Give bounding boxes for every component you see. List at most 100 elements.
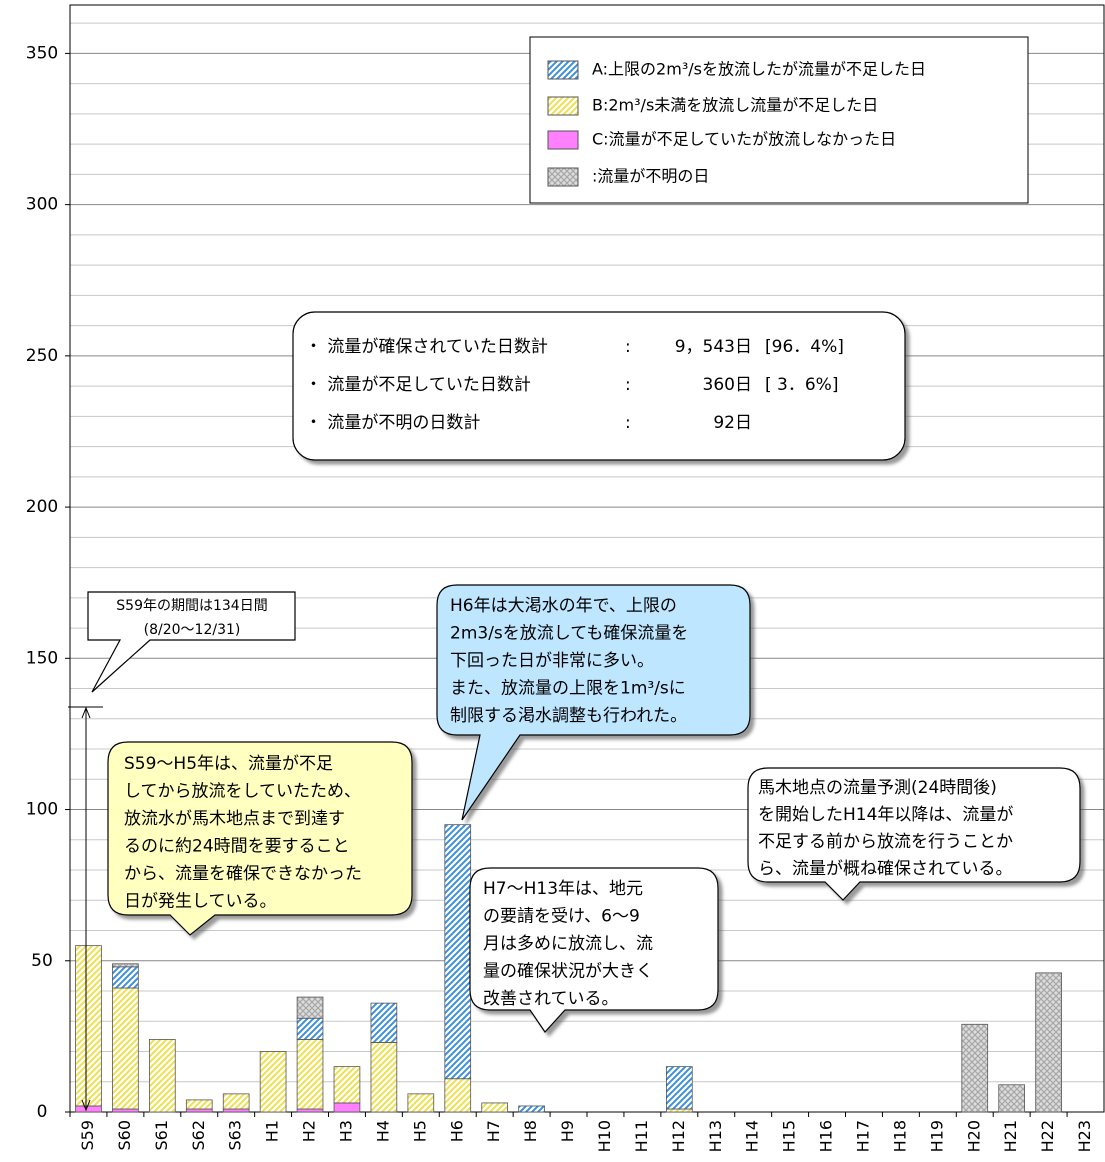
bar-segment: [481, 1102, 509, 1113]
x-tick-label: H6: [447, 1120, 466, 1142]
bar-segment: [333, 1102, 361, 1113]
x-tick-label: H7: [484, 1120, 503, 1142]
bar-segment: [518, 1105, 545, 1113]
bar-segment: [296, 1108, 324, 1113]
bar-segment: [370, 1042, 398, 1113]
annotation-text: を開始したH14年以降は、流量が: [758, 805, 1013, 825]
x-tick-label: S60: [115, 1120, 134, 1151]
bar-segment: [444, 1078, 472, 1113]
bar-segment: [665, 1108, 693, 1113]
x-tick-label: H10: [595, 1120, 614, 1152]
summary-text: ・ 流量が不明の日数計: [305, 413, 480, 433]
y-tick-label: 350: [26, 43, 58, 63]
x-tick-label: H14: [743, 1120, 762, 1152]
bar-segment: [259, 1051, 287, 1113]
bar-segment: [148, 1039, 176, 1113]
x-tick-label: H12: [669, 1120, 688, 1152]
callout-h14: [747, 767, 1081, 901]
x-tick-label: H15: [780, 1120, 799, 1152]
bar-segment: [222, 1093, 250, 1110]
annotation-text: H6年は大渇水の年で、上限の: [450, 596, 677, 616]
bar-segment: [185, 1108, 213, 1113]
bar-segment: [222, 1108, 250, 1113]
legend-box: [529, 36, 1029, 204]
y-tick-label: 300: [26, 195, 58, 215]
annotation-text: るのに約24時間を要すること: [124, 837, 350, 857]
legend-label: :流量が不明の日: [592, 167, 709, 186]
annotation-text: 制限する渇水調整も行われた。: [450, 706, 687, 726]
summary-text: 9，543日: [675, 337, 752, 357]
bar-segment: [112, 963, 139, 968]
x-tick-label: H19: [927, 1120, 946, 1152]
x-tick-label: H11: [632, 1120, 651, 1152]
summary-text: [ 3．6%]: [765, 375, 838, 395]
bar-segment: [185, 1099, 213, 1110]
x-tick-label: S62: [189, 1120, 208, 1151]
summary-text: 92日: [713, 413, 752, 433]
annotation-text: 日が発生している。: [124, 892, 277, 912]
x-tick-label: H21: [1001, 1120, 1020, 1152]
x-tick-label: H18: [890, 1120, 909, 1152]
annotation-text: 放流水が馬木地点まで到達す: [124, 809, 345, 829]
annotation-text: 2m3/sを放流しても確保流量を: [450, 624, 688, 644]
y-tick-label: 200: [26, 497, 58, 517]
summary-text: ・ 流量が確保されていた日数計: [305, 337, 548, 357]
bar-segment: [296, 996, 324, 1019]
summary-box: [292, 311, 906, 461]
legend-swatch: [547, 167, 579, 187]
callout-early: [107, 741, 413, 936]
summary-text: ・ 流量が不足していた日数計: [305, 375, 531, 395]
bar-segment: [75, 1105, 102, 1113]
legend-swatch: [547, 96, 579, 116]
legend-label: B:2m³/s未満を放流し流量が不足した日: [592, 96, 878, 115]
y-tick-label: 0: [37, 1102, 48, 1122]
annotation-text: から、流量を確保できなかった: [124, 864, 362, 884]
bar-segment: [1035, 972, 1062, 1113]
annotation-text: 下回った日が非常に多い。: [450, 651, 654, 671]
x-tick-label: H8: [521, 1120, 540, 1142]
bar-segment: [75, 945, 102, 1107]
annotation-text: H7～H13年は、地元: [483, 879, 643, 899]
x-tick-label: H1: [263, 1120, 282, 1142]
bar-segment: [296, 1039, 324, 1110]
bar-segment: [961, 1023, 989, 1113]
callout-h7: [469, 867, 719, 1033]
annotation-text: S59～H5年は、流量が不足: [124, 754, 333, 774]
summary-text: [96．4%]: [765, 337, 844, 357]
x-tick-label: H3: [336, 1120, 355, 1142]
summary-text: 360日: [703, 375, 752, 395]
x-tick-label: H9: [558, 1120, 577, 1142]
x-tick-label: H17: [853, 1120, 872, 1152]
bar-segment: [444, 824, 472, 1080]
annotation-text: 改善されている。: [483, 989, 619, 1009]
summary-text: :: [625, 337, 631, 357]
bar-segment: [407, 1093, 435, 1113]
annotation-text: 馬木地点の流量予測(24時間後): [758, 778, 997, 798]
callout-s59: [87, 591, 296, 693]
x-tick-label: H22: [1038, 1120, 1057, 1152]
bar-segment: [665, 1066, 693, 1110]
x-tick-label: H23: [1075, 1120, 1094, 1152]
bar-segment: [112, 1108, 139, 1113]
x-tick-label: H4: [373, 1120, 392, 1142]
annotation-text: 量の確保状況が大きく: [483, 962, 653, 982]
annotation-text: ら、流量が概ね確保されている。: [758, 859, 1013, 879]
y-tick-label: 250: [26, 346, 58, 366]
x-tick-label: S59: [78, 1120, 97, 1151]
bar-segment: [333, 1066, 361, 1104]
x-tick-label: H13: [706, 1120, 725, 1152]
summary-text: :: [625, 413, 631, 433]
annotation-text: 月は多めに放流し、流: [483, 934, 653, 954]
annotation-text: してから放流をしていたため、: [124, 782, 361, 802]
y-tick-label: 50: [31, 951, 53, 971]
x-tick-label: H5: [410, 1120, 429, 1142]
arrow-heads: [81, 706, 91, 1112]
y-tick-label: 100: [26, 800, 58, 820]
bar-segment: [998, 1084, 1026, 1113]
annotation-text: また、放流量の上限を1m³/sに: [450, 679, 686, 699]
legend-label: A:上限の2m³/sを放流したが流量が不足した日: [592, 60, 926, 79]
bar-segment: [112, 966, 139, 989]
annotation-text: S59年の期間は134日間: [116, 598, 267, 614]
legend-swatch: [547, 60, 579, 80]
